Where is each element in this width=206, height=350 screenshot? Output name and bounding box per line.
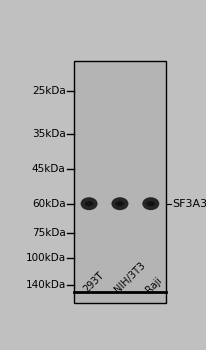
Ellipse shape [111,197,128,210]
Ellipse shape [116,201,124,206]
Text: 45kDa: 45kDa [32,164,66,174]
Ellipse shape [142,197,159,210]
Ellipse shape [85,201,93,206]
Text: 100kDa: 100kDa [26,253,66,262]
Text: 60kDa: 60kDa [32,199,66,209]
Text: 25kDa: 25kDa [32,85,66,96]
Text: Raji: Raji [144,275,164,295]
Text: SF3A3: SF3A3 [173,199,206,209]
Text: 140kDa: 140kDa [25,280,66,289]
Text: 75kDa: 75kDa [32,228,66,238]
Text: 293T: 293T [82,271,106,295]
Text: NIH/3T3: NIH/3T3 [113,260,147,295]
Ellipse shape [146,201,155,206]
Text: 35kDa: 35kDa [32,129,66,139]
Bar [74,61,166,303]
Ellipse shape [81,197,98,210]
